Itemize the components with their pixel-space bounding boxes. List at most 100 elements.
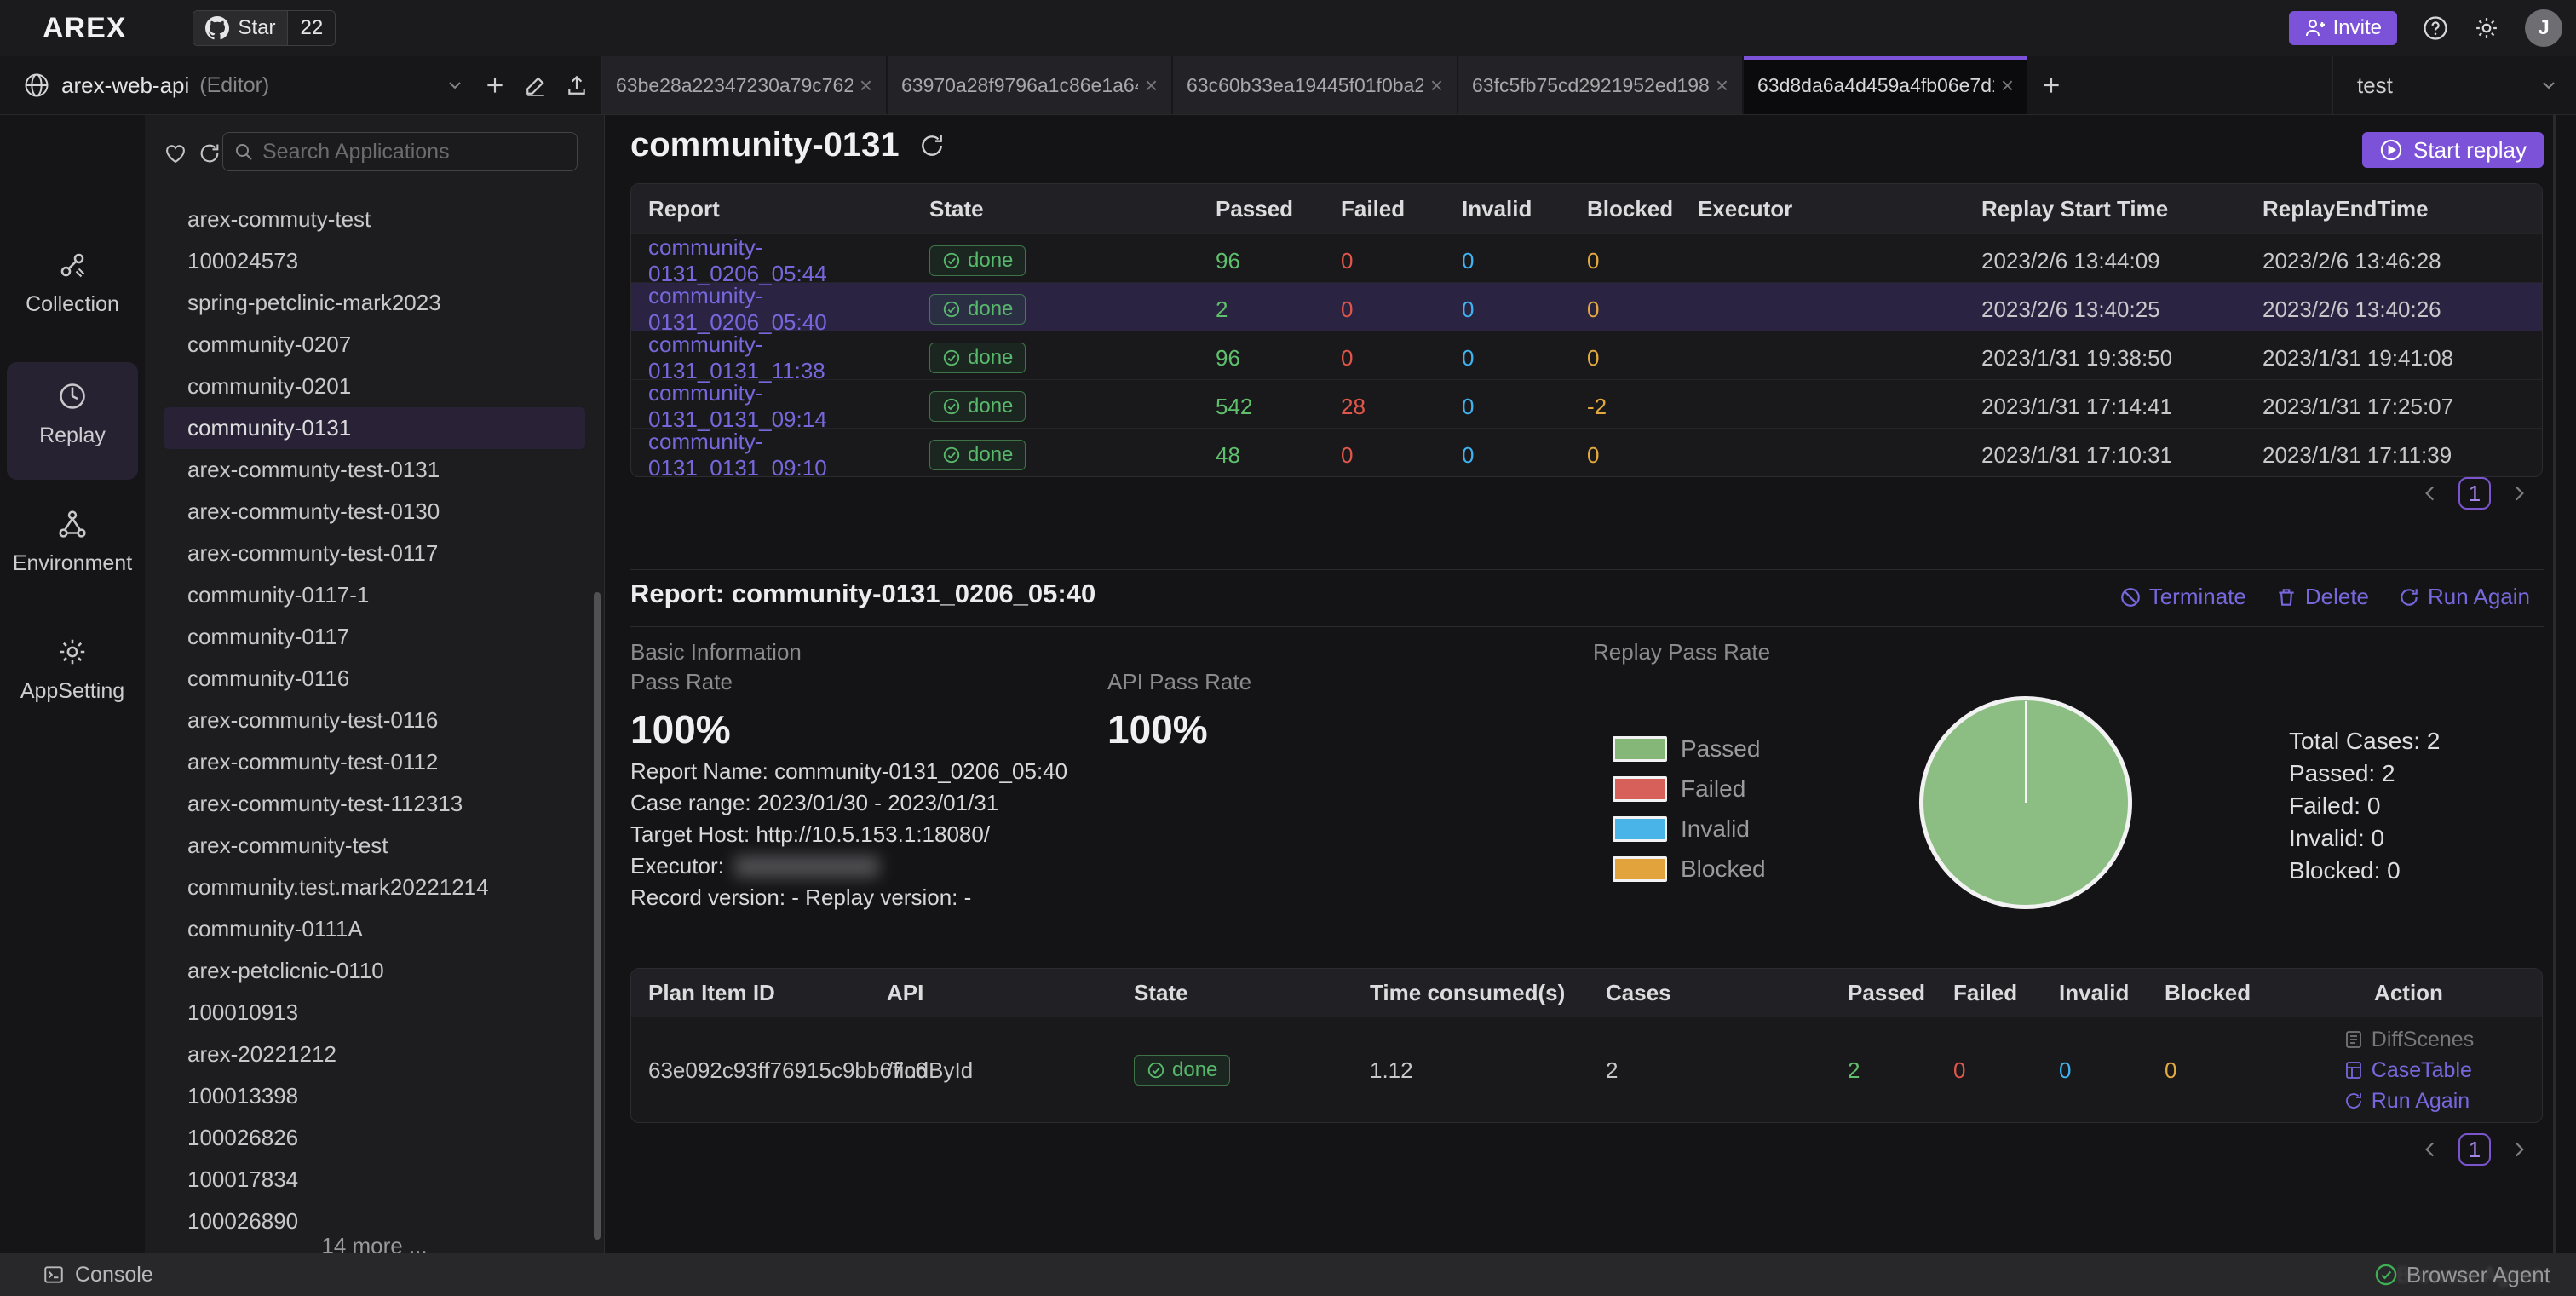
export-upload-icon[interactable] <box>566 74 588 96</box>
application-list-item[interactable]: 100024573 <box>187 248 299 274</box>
refresh-icon[interactable] <box>198 141 221 165</box>
pie-totals: Total Cases: 2 Passed: 2 Failed: 0 Invalid:… <box>2289 725 2440 887</box>
search-input[interactable] <box>262 139 566 164</box>
terminate-button[interactable]: Terminate <box>2119 584 2246 610</box>
report-link[interactable]: community-0131_0131_09:14 <box>648 380 827 432</box>
avatar[interactable]: J <box>2525 9 2562 47</box>
application-list-item[interactable]: arex-petclicnic-0110 <box>187 958 384 983</box>
report-tab[interactable]: 63d8da6a4d459a4fb06e7d10 × <box>1744 56 2027 114</box>
application-list-item[interactable]: arex-communty-test-0116 <box>187 707 439 733</box>
report-link[interactable]: community-0131_0131_09:10 <box>648 429 827 477</box>
page-number[interactable]: 1 <box>2458 477 2491 510</box>
close-icon[interactable]: × <box>1429 72 1443 98</box>
application-list-item[interactable]: community-0131 <box>164 407 585 449</box>
settings-gear-icon[interactable] <box>2474 15 2499 41</box>
invite-button[interactable]: Invite <box>2288 11 2397 45</box>
status-badge: done <box>1134 1055 1231 1086</box>
close-icon[interactable]: × <box>1715 72 1728 98</box>
application-list-item[interactable]: community-0117 <box>187 624 350 649</box>
app-list-scrollbar[interactable] <box>594 592 601 1240</box>
page-number[interactable]: 1 <box>2458 1133 2491 1166</box>
table-row[interactable]: 63e092c93ff76915c9bb67c6 /findById done … <box>631 1017 2542 1122</box>
sidebar-item-environment[interactable]: Environment <box>0 509 145 576</box>
casetable-button[interactable]: CaseTable <box>2343 1058 2472 1083</box>
chevron-down-icon[interactable] <box>445 75 465 95</box>
application-list-item[interactable]: community-0201 <box>187 373 352 399</box>
close-icon[interactable]: × <box>859 72 872 98</box>
application-list-item[interactable]: community.test.mark20221214 <box>187 874 489 900</box>
terminal-icon <box>44 1266 63 1283</box>
application-list-item[interactable]: spring-petclinic-mark2023 <box>187 290 441 315</box>
table-row[interactable]: community-0131_0206_05:44 done 96 0 0 0 … <box>631 233 2542 286</box>
pass-rate-value: 100% <box>630 707 731 752</box>
next-page-icon[interactable] <box>2508 482 2530 504</box>
replay-clock-icon <box>0 381 145 412</box>
application-list-item[interactable]: community-0111A <box>187 916 363 942</box>
application-list-item[interactable]: arex-commuty-test <box>187 206 371 232</box>
report-detail-title: Report: community-0131_0206_05:40 <box>630 579 1096 608</box>
total-line: Passed: 2 <box>2289 760 2395 786</box>
add-tab-button[interactable] <box>2029 56 2073 114</box>
application-list-item[interactable]: arex-communty-test-112313 <box>187 791 463 816</box>
next-page-icon[interactable] <box>2508 1138 2530 1161</box>
trash-icon <box>2279 588 2294 606</box>
delete-button[interactable]: Delete <box>2275 584 2369 610</box>
table-row[interactable]: community-0131_0131_11:38 done 96 0 0 0 … <box>631 331 2542 383</box>
application-list-item[interactable]: arex-communty-test-0112 <box>187 749 439 775</box>
close-icon[interactable]: × <box>2000 72 2014 98</box>
application-list-item[interactable]: 100010913 <box>187 999 299 1025</box>
report-tab[interactable]: 63be28a22347230a79c762df × <box>602 56 886 114</box>
table-row[interactable]: community-0131_0206_05:40 done 2 0 0 0 2… <box>631 282 2542 335</box>
sidebar-item-replay[interactable]: Replay <box>0 381 145 448</box>
target-host-line: Target Host: http://10.5.153.1:18080/ <box>630 821 991 847</box>
executor-redacted <box>733 855 879 878</box>
redo-icon <box>2345 1093 2361 1109</box>
report-link[interactable]: community-0131_0206_05:40 <box>648 283 827 335</box>
case-table-icon <box>2345 1062 2361 1079</box>
workspace-tabs-bar: arex-web-api (Editor) 63be28a22347230a79… <box>0 56 2576 115</box>
application-list-item[interactable]: 100017834 <box>187 1166 299 1192</box>
application-list-item[interactable]: arex-communty-test-0131 <box>187 457 440 482</box>
sidebar-item-appsetting[interactable]: AppSetting <box>0 636 145 704</box>
report-link[interactable]: community-0131_0131_11:38 <box>648 331 825 383</box>
run-again-button[interactable]: Run Again <box>2398 584 2530 610</box>
application-list-item[interactable]: arex-communty-test-0130 <box>187 498 440 524</box>
application-list-item[interactable]: arex-communty-test-0117 <box>187 540 439 566</box>
help-icon[interactable] <box>2423 15 2448 41</box>
report-tab[interactable]: 63970a28f9796a1c86e1a647 × <box>888 56 1171 114</box>
close-icon[interactable]: × <box>1144 72 1158 98</box>
network-nodes-icon <box>0 509 145 539</box>
report-pagination: 1 <box>2419 477 2530 510</box>
workspace-selector[interactable]: arex-web-api (Editor) <box>0 56 602 114</box>
table-row[interactable]: community-0131_0131_09:14 done 542 28 0 … <box>631 379 2542 432</box>
application-list-item[interactable]: 100026826 <box>187 1125 299 1150</box>
edit-pencil-icon[interactable] <box>525 74 547 96</box>
report-tab[interactable]: 63c60b33ea19445f01f0ba23 × <box>1173 56 1457 114</box>
table-row[interactable]: community-0131_0131_09:10 done 48 0 0 0 … <box>631 428 2542 476</box>
start-replay-button[interactable]: Start replay <box>2362 132 2544 168</box>
refresh-icon[interactable] <box>918 132 946 159</box>
show-more-apps[interactable]: 14 more ... <box>321 1233 428 1253</box>
report-tab[interactable]: 63fc5fb75cd2921952ed1983 × <box>1458 56 1742 114</box>
add-workspace-icon[interactable] <box>484 74 506 96</box>
diffscenes-button[interactable]: DiffScenes <box>2343 1028 2474 1052</box>
favorites-heart-icon[interactable] <box>164 141 187 165</box>
application-list-item[interactable]: community-0117-1 <box>187 582 370 608</box>
application-list-item[interactable]: 100013398 <box>187 1083 299 1109</box>
application-list-item[interactable]: 100026890 <box>187 1208 299 1234</box>
application-list-item[interactable]: arex-20221212 <box>187 1041 336 1067</box>
application-list-item[interactable]: community-0116 <box>187 665 350 691</box>
tab-strip: 63be28a22347230a79c762df × 63970a28f9796… <box>602 56 2332 114</box>
status-badge: done <box>929 245 1026 276</box>
sidebar-item-collection[interactable]: Collection <box>0 250 145 317</box>
environment-select[interactable]: test <box>2332 56 2576 114</box>
report-link[interactable]: community-0131_0206_05:44 <box>648 234 827 286</box>
console-toggle[interactable]: Console <box>43 1263 153 1287</box>
github-star-widget[interactable]: Star 22 <box>193 10 336 46</box>
prev-page-icon[interactable] <box>2419 1138 2441 1161</box>
run-again-button[interactable]: Run Again <box>2343 1089 2470 1114</box>
application-list-item[interactable]: arex-community-test <box>187 832 388 858</box>
application-list-item[interactable]: community-0207 <box>187 331 352 357</box>
prev-page-icon[interactable] <box>2419 482 2441 504</box>
tabs-container: 63be28a22347230a79c762df × 63970a28f9796… <box>602 56 2029 114</box>
